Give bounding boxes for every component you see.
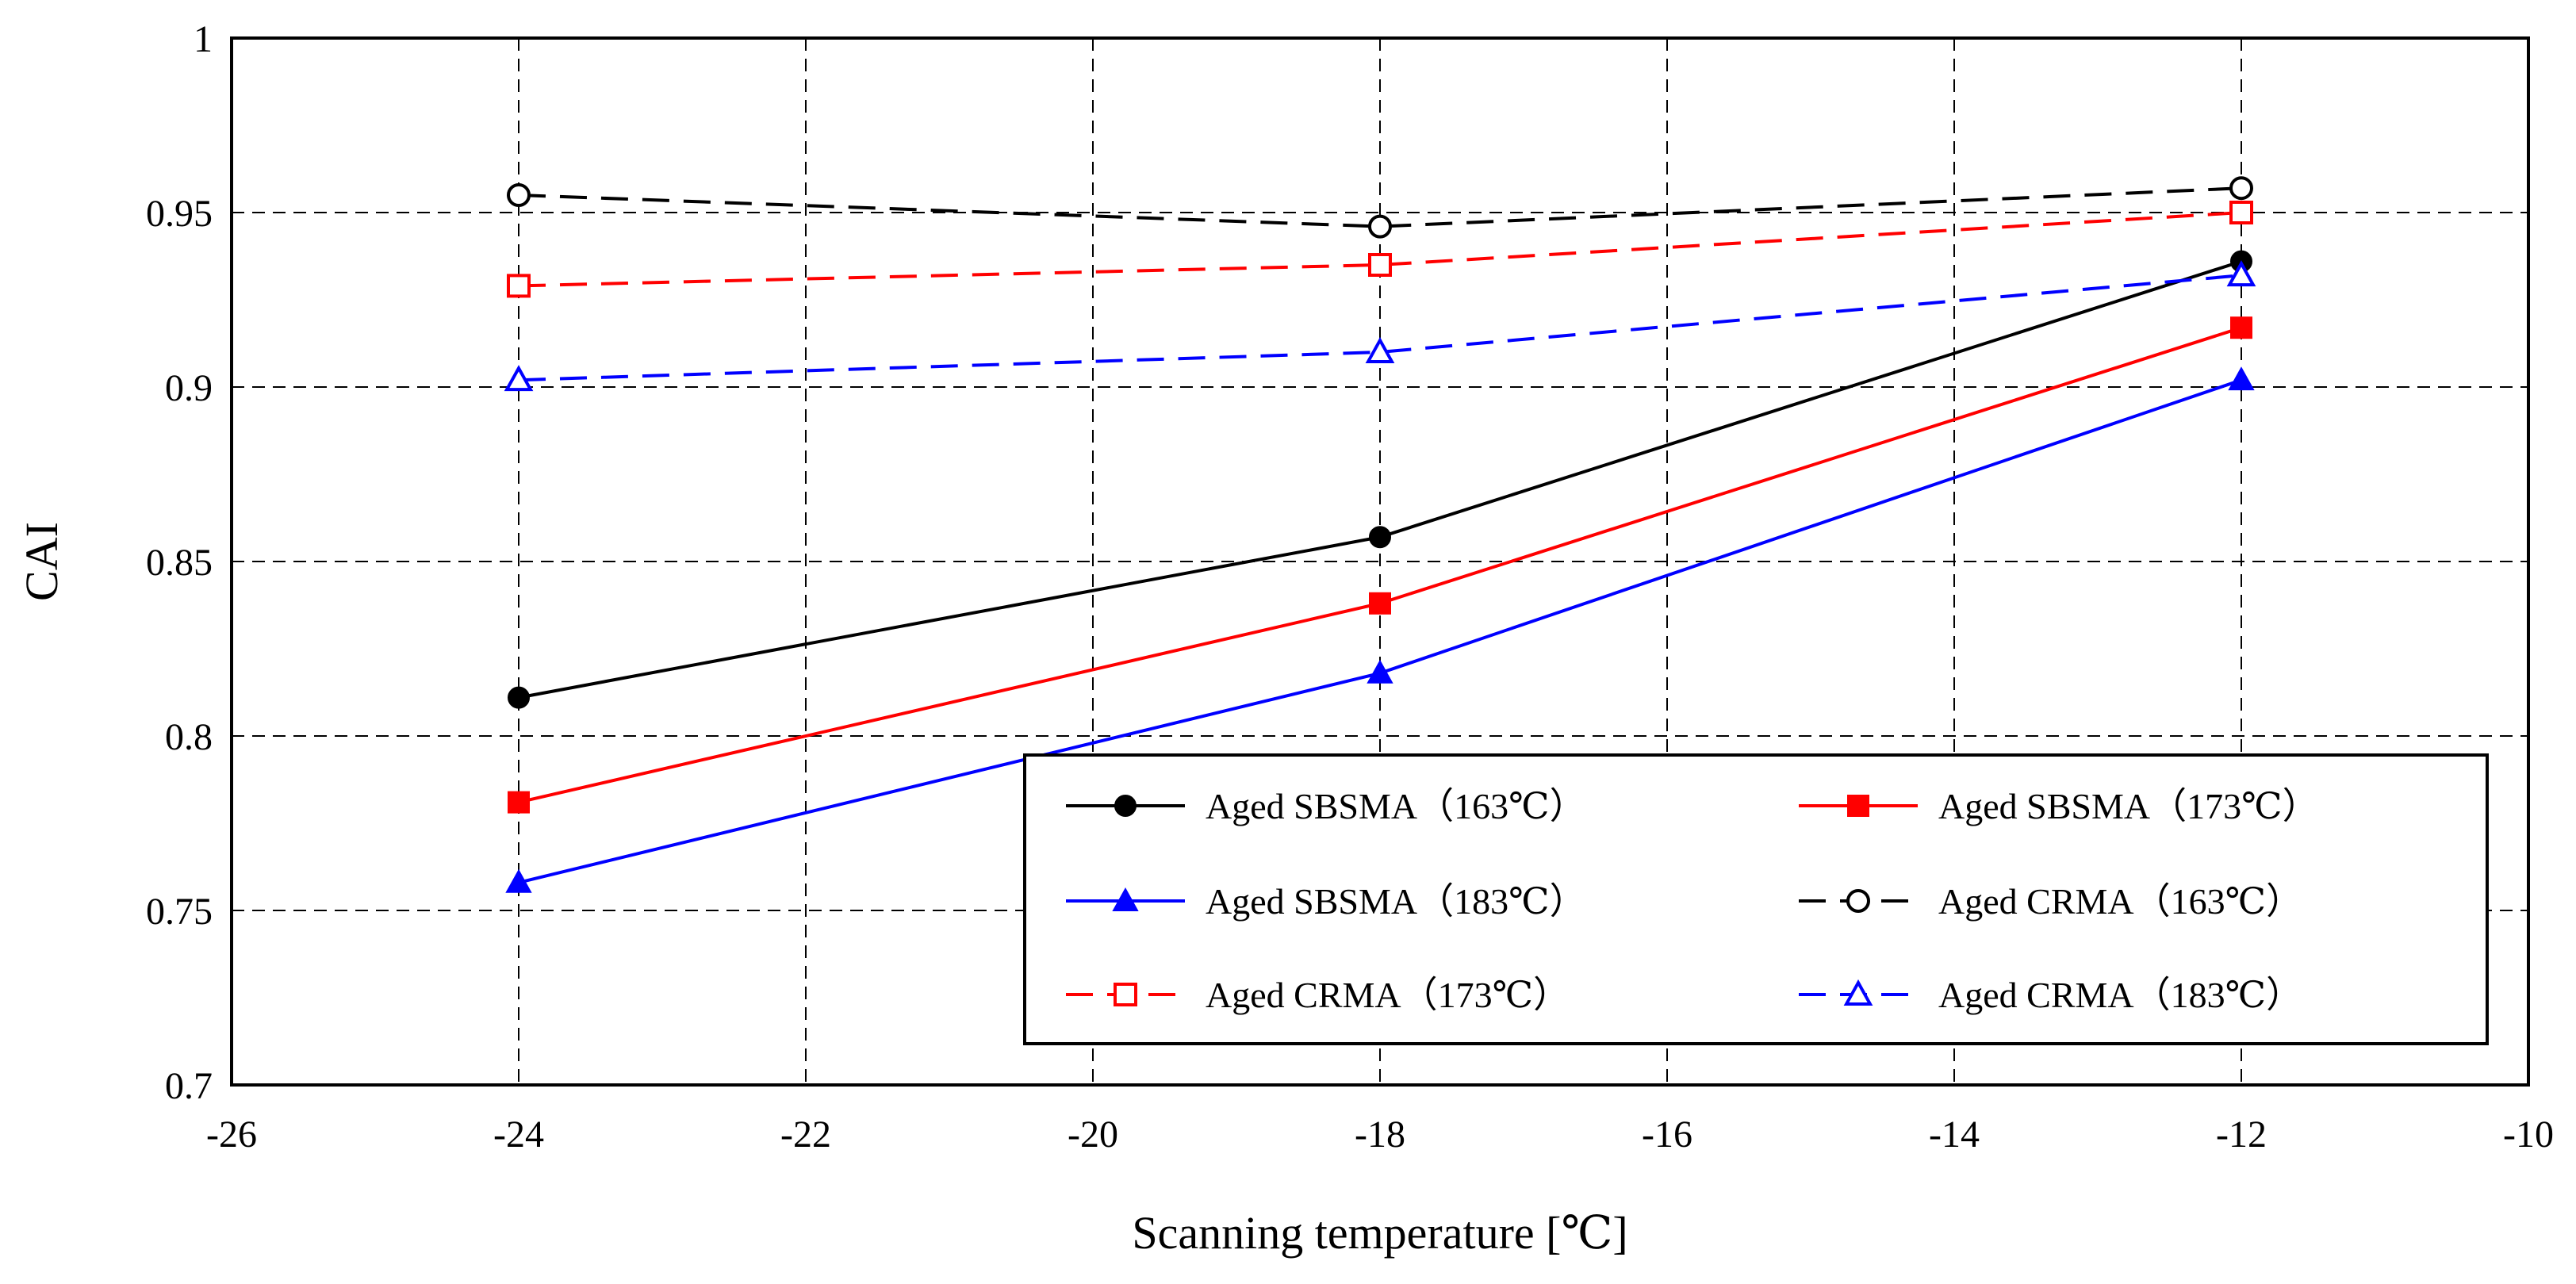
legend-label: Aged SBSMA（173℃） bbox=[1938, 786, 2319, 826]
legend-marker bbox=[1846, 889, 1870, 913]
data-point bbox=[505, 868, 532, 893]
legend-label: Aged CRMA（183℃） bbox=[1938, 975, 2302, 1015]
legend-marker bbox=[1114, 983, 1137, 1006]
data-point bbox=[1368, 253, 1392, 277]
data-point bbox=[507, 183, 531, 207]
series-layer bbox=[504, 176, 2256, 893]
x-tick-label: -22 bbox=[780, 1113, 831, 1156]
y-tick-label: 0.9 bbox=[165, 367, 213, 409]
data-point bbox=[2229, 176, 2253, 201]
legend-label: Aged SBSMA（163℃） bbox=[1206, 786, 1586, 826]
data-point bbox=[508, 791, 530, 814]
x-tick-label: -10 bbox=[2503, 1113, 2554, 1156]
x-axis-title: Scanning temperature [℃] bbox=[1132, 1207, 1627, 1259]
tick-labels: -26 -24 -22 -20 -18 -16 -14 -12 -10 0.7 0.75 0.8 0.8… bbox=[146, 18, 2554, 1156]
x-tick-label: -16 bbox=[1642, 1113, 1692, 1156]
data-point bbox=[508, 686, 530, 709]
x-tick-label: -24 bbox=[493, 1113, 544, 1156]
data-point bbox=[1368, 214, 1392, 239]
legend-label: Aged CRMA（173℃） bbox=[1206, 975, 1570, 1015]
x-tick-label: -26 bbox=[206, 1113, 257, 1156]
y-tick-label: 0.75 bbox=[146, 891, 213, 933]
legend-marker bbox=[1847, 795, 1869, 817]
data-point bbox=[507, 274, 531, 298]
legend-box bbox=[1023, 753, 2489, 1045]
legend: Aged SBSMA（163℃） Aged SBSMA（173℃） Aged SBS… bbox=[1023, 753, 2489, 1045]
series-4 bbox=[507, 176, 2253, 239]
legend-marker bbox=[1114, 795, 1137, 817]
data-point bbox=[1369, 526, 1391, 549]
legend-marker bbox=[1843, 979, 1873, 1006]
y-tick-label: 1 bbox=[194, 18, 213, 60]
data-point bbox=[1367, 659, 1393, 684]
legend-label: Aged SBSMA（183℃） bbox=[1206, 881, 1586, 922]
y-axis-title: CAI bbox=[16, 522, 67, 601]
data-point bbox=[2230, 316, 2252, 339]
data-point bbox=[2228, 366, 2255, 391]
legend-marker bbox=[1112, 887, 1139, 911]
data-point bbox=[2229, 201, 2253, 224]
data-point bbox=[1369, 592, 1391, 615]
grid bbox=[232, 38, 2528, 1085]
series-5 bbox=[507, 201, 2253, 298]
plot-frame bbox=[230, 36, 2530, 1087]
data-point bbox=[504, 365, 534, 392]
data-point bbox=[1365, 336, 1395, 363]
data-point bbox=[2226, 260, 2256, 287]
y-tick-label: 0.85 bbox=[146, 542, 213, 584]
series-2 bbox=[508, 316, 2252, 814]
series-3 bbox=[505, 366, 2255, 893]
series-6 bbox=[504, 260, 2256, 392]
legend-label: Aged CRMA（163℃） bbox=[1938, 881, 2302, 922]
x-tick-label: -18 bbox=[1355, 1113, 1405, 1156]
y-tick-label: 0.8 bbox=[165, 716, 213, 758]
x-tick-label: -20 bbox=[1068, 1113, 1118, 1156]
y-tick-label: 0.95 bbox=[146, 193, 213, 235]
series-1 bbox=[508, 250, 2252, 709]
y-tick-label: 0.7 bbox=[165, 1065, 213, 1107]
x-tick-label: -12 bbox=[2216, 1113, 2267, 1156]
x-tick-label: -14 bbox=[1929, 1113, 1980, 1156]
